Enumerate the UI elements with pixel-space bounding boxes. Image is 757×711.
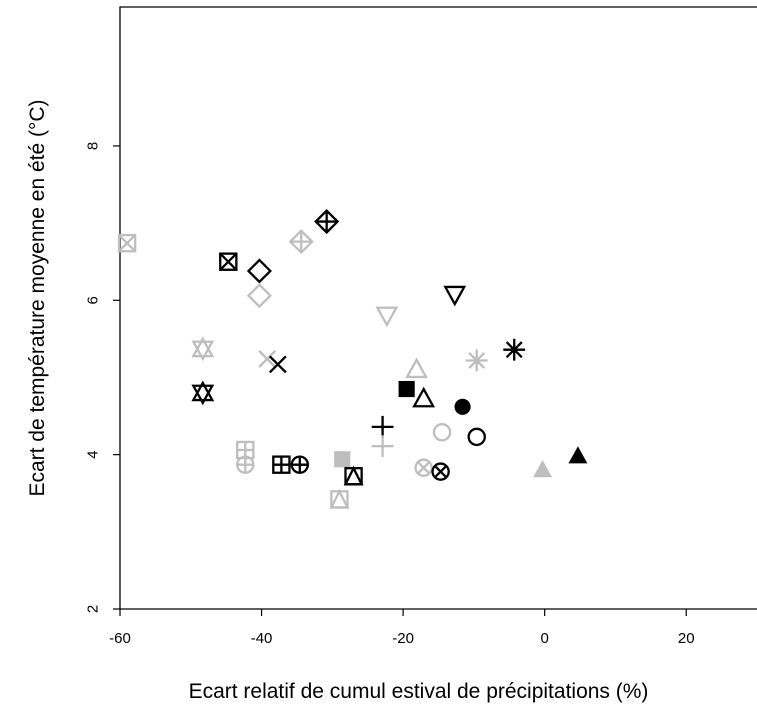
data-point-circle-x-black — [431, 462, 450, 481]
x-tick-label: 0 — [540, 630, 548, 647]
y-tick-label: 6 — [85, 296, 102, 304]
data-point-square-triangle-black — [343, 465, 364, 486]
data-point-diamond-plus-gray — [288, 229, 314, 255]
data-point-triangle-up-black — [412, 386, 436, 408]
y-tick-label: 4 — [85, 450, 102, 458]
data-point-cross-gray — [258, 350, 277, 368]
data-point-square-x-gray — [117, 233, 137, 253]
data-point-asterisk-black — [503, 338, 526, 361]
data-point-diamond-black — [246, 258, 272, 284]
data-point-star-of-david-gray — [191, 336, 215, 362]
data-point-plus-black — [371, 415, 394, 438]
data-point-square-x-black — [219, 252, 238, 271]
data-point-square-filled-black — [398, 380, 415, 398]
data-point-diamond-gray — [246, 283, 272, 309]
y-axis-label: Ecart de température moyenne en été (°C) — [26, 99, 49, 496]
x-tick-label: -40 — [251, 630, 273, 647]
data-points — [117, 209, 588, 509]
y-tick-label: 2 — [85, 605, 102, 613]
x-tick-label: -20 — [392, 630, 414, 647]
data-point-cross-black — [268, 355, 287, 374]
data-point-circle-plus-black — [290, 455, 310, 474]
data-point-triangle-filled-gray — [533, 460, 553, 478]
x-axis-label: Ecart relatif de cumul estival de précip… — [189, 680, 649, 703]
data-point-circle-gray — [432, 423, 452, 442]
data-point-triangle-down-gray — [375, 306, 399, 328]
axes: -60 -40 -20 0 20 2 4 6 8 — [85, 6, 757, 647]
data-point-circle-plus-gray — [236, 455, 255, 474]
data-point-triangle-down-black — [443, 285, 467, 307]
data-point-square-triangle-gray — [329, 488, 350, 509]
data-point-asterisk-gray — [465, 349, 488, 372]
data-point-square-filled-gray — [334, 451, 351, 468]
data-point-circle-black — [467, 427, 486, 447]
x-tick-label: -60 — [109, 630, 131, 647]
data-point-triangle-filled-black — [568, 446, 588, 464]
data-point-triangle-up-gray — [405, 357, 428, 379]
data-point-star-of-david-black — [191, 380, 215, 406]
y-tick-label: 8 — [85, 142, 102, 150]
data-point-square-plus-black — [272, 455, 291, 474]
data-point-diamond-plus-black — [314, 209, 340, 235]
data-point-plus-gray — [371, 435, 394, 458]
data-point-circle-filled-black — [454, 398, 471, 415]
data-point-circle-x-gray — [414, 458, 433, 477]
x-tick-label: 20 — [678, 630, 695, 647]
plot-frame — [119, 6, 757, 610]
